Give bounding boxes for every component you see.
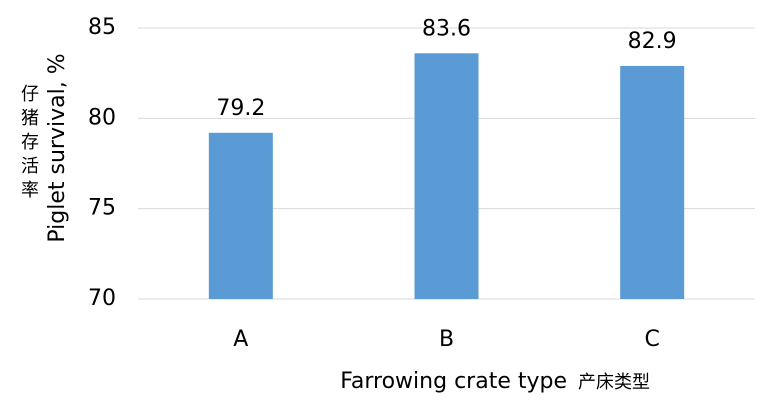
- y-tick-label: 80: [88, 105, 116, 130]
- bar: [620, 65, 685, 299]
- x-tick-label: B: [439, 327, 454, 352]
- x-axis-label-cn: 产床类型: [578, 372, 650, 393]
- y-axis-label-cn: 仔猪存活率: [18, 84, 39, 204]
- value-label: 83.6: [422, 16, 471, 41]
- x-axis-label: Farrowing crate type: [340, 369, 567, 394]
- value-label: 82.9: [628, 29, 677, 54]
- y-tick-label: 85: [88, 15, 116, 40]
- y-axis-label: Piglet survival, %: [45, 53, 70, 242]
- y-tick-label: 75: [88, 196, 116, 221]
- x-tick-label: A: [233, 327, 248, 352]
- y-tick-label: 70: [88, 286, 116, 311]
- bar: [208, 132, 273, 299]
- value-label: 79.2: [216, 96, 265, 121]
- x-tick-label: C: [644, 327, 659, 352]
- bar: [414, 53, 479, 299]
